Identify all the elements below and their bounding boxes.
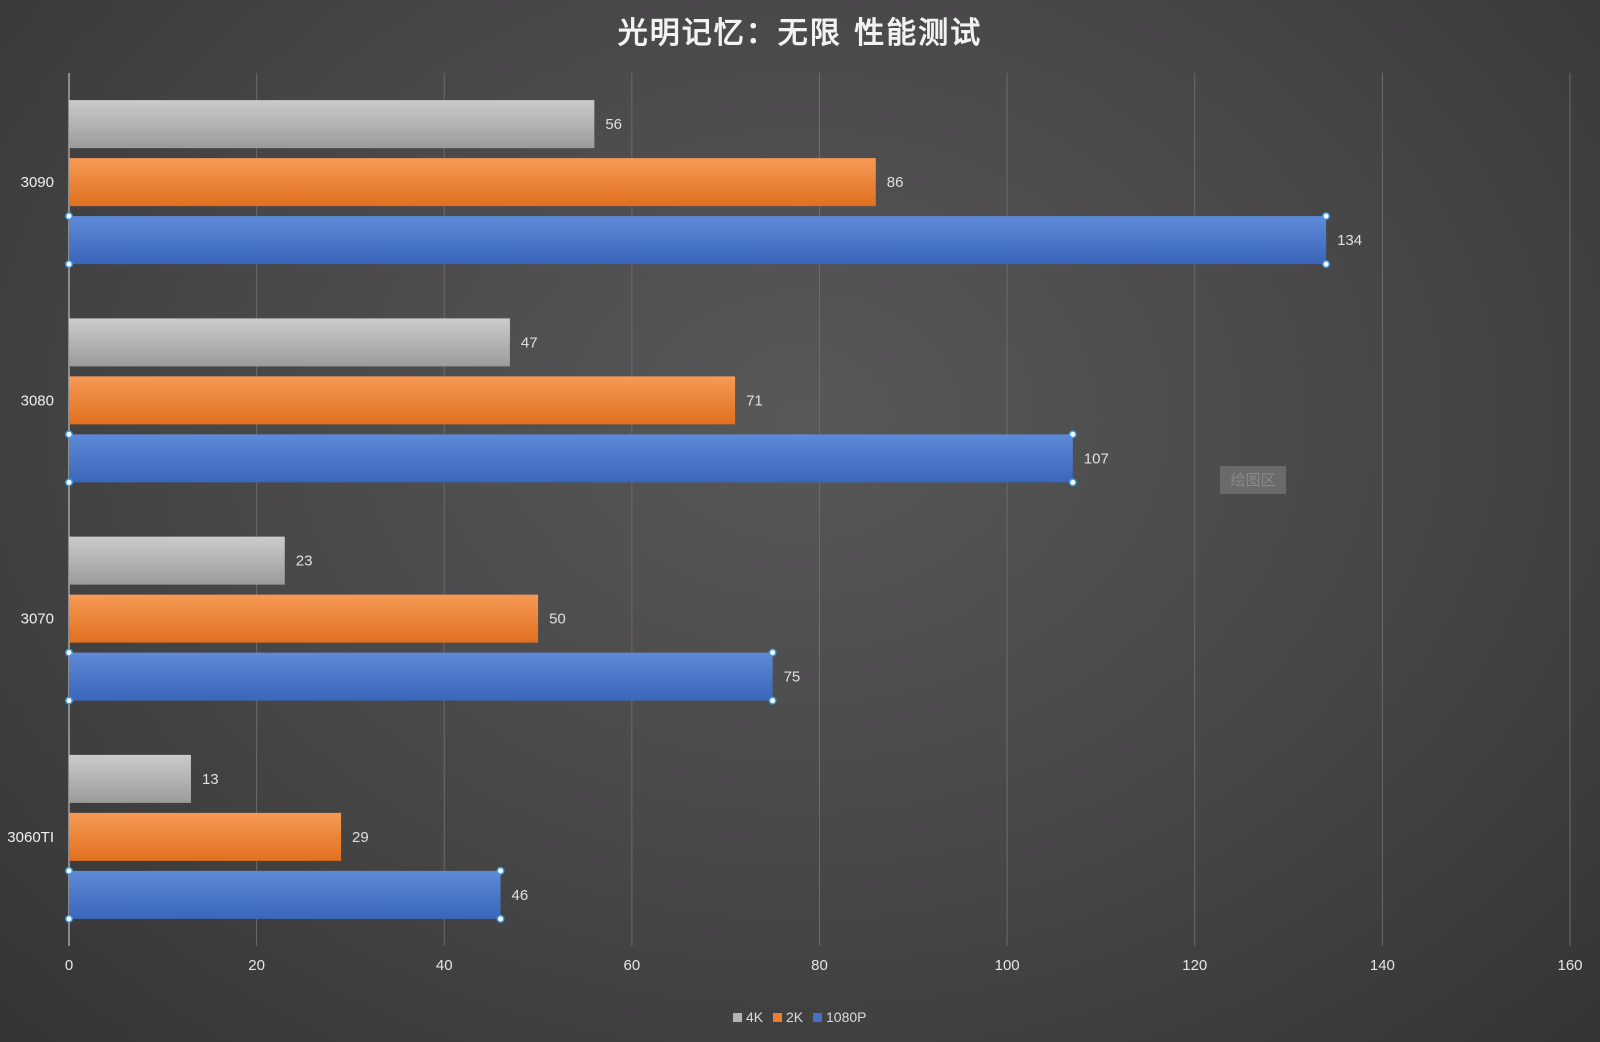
legend-label-1080P: 1080P xyxy=(826,1009,866,1025)
bar-3060TI-1080P[interactable] xyxy=(69,870,501,919)
selection-handle[interactable] xyxy=(496,866,505,875)
data-label-3060TI-2K: 29 xyxy=(352,829,369,846)
bar-3070-2K[interactable] xyxy=(69,594,539,643)
legend-swatch-4K xyxy=(733,1013,742,1022)
x-tick-label-60: 60 xyxy=(624,957,641,974)
plot-area-tag: 绘图区 xyxy=(1220,466,1286,494)
bar-3060TI-2K[interactable] xyxy=(69,812,342,861)
x-tick-label-40: 40 xyxy=(436,957,453,974)
bar-3080-1080P[interactable] xyxy=(69,434,1073,483)
x-tick-label-20: 20 xyxy=(248,957,265,974)
selection-handle[interactable] xyxy=(65,696,73,705)
legend-label-4K: 4K xyxy=(746,1009,764,1025)
category-label-3070: 3070 xyxy=(21,611,54,628)
selection-handle[interactable] xyxy=(65,430,73,439)
bar-3070-1080P[interactable] xyxy=(69,652,773,701)
data-label-3080-2K: 71 xyxy=(746,392,763,409)
selection-handle[interactable] xyxy=(65,260,73,269)
bar-3090-2K[interactable] xyxy=(69,158,876,207)
selection-handle[interactable] xyxy=(65,914,73,923)
bar-3070-4K[interactable] xyxy=(69,536,285,585)
data-label-3070-4K: 23 xyxy=(296,553,313,570)
data-label-3090-4K: 56 xyxy=(605,116,622,133)
bar-3090-4K[interactable] xyxy=(69,100,595,149)
x-tick-label-140: 140 xyxy=(1370,957,1395,974)
selection-handle[interactable] xyxy=(768,648,777,657)
category-label-3060TI: 3060TI xyxy=(7,829,54,846)
category-label-3080: 3080 xyxy=(21,392,54,409)
selection-handle[interactable] xyxy=(65,478,73,487)
legend-swatch-2K xyxy=(773,1013,782,1022)
selection-handle[interactable] xyxy=(496,914,505,923)
data-label-3060TI-1080P: 46 xyxy=(512,887,529,904)
bar-3080-2K[interactable] xyxy=(69,376,736,425)
chart-title: 光明记忆：无限 性能测试 xyxy=(617,16,983,51)
data-label-3070-1080P: 75 xyxy=(784,669,801,686)
selection-handle[interactable] xyxy=(65,212,73,221)
x-tick-label-120: 120 xyxy=(1182,957,1207,974)
selection-handle[interactable] xyxy=(768,696,777,705)
legend-label-2K: 2K xyxy=(786,1009,804,1025)
selection-handle[interactable] xyxy=(65,648,73,657)
data-label-3090-2K: 86 xyxy=(887,174,904,191)
selection-handle[interactable] xyxy=(65,866,73,875)
data-label-3060TI-4K: 13 xyxy=(202,771,219,788)
data-label-3080-1080P: 107 xyxy=(1084,450,1109,467)
x-tick-label-80: 80 xyxy=(811,957,828,974)
bar-3080-4K[interactable] xyxy=(69,318,510,367)
bar-3090-1080P[interactable] xyxy=(69,216,1327,265)
category-label-3090: 3090 xyxy=(21,174,54,191)
selection-handle[interactable] xyxy=(1322,212,1331,221)
x-tick-label-100: 100 xyxy=(995,957,1020,974)
data-label-3080-4K: 47 xyxy=(521,334,538,351)
x-tick-label-160: 160 xyxy=(1557,957,1582,974)
data-label-3070-2K: 50 xyxy=(549,611,566,628)
data-label-3090-1080P: 134 xyxy=(1337,232,1362,249)
selection-handle[interactable] xyxy=(1322,260,1331,269)
legend-swatch-1080P xyxy=(813,1013,822,1022)
bar-3060TI-4K[interactable] xyxy=(69,754,191,803)
selection-handle[interactable] xyxy=(1068,430,1077,439)
selection-handle[interactable] xyxy=(1068,478,1077,487)
x-tick-label-0: 0 xyxy=(65,957,73,974)
